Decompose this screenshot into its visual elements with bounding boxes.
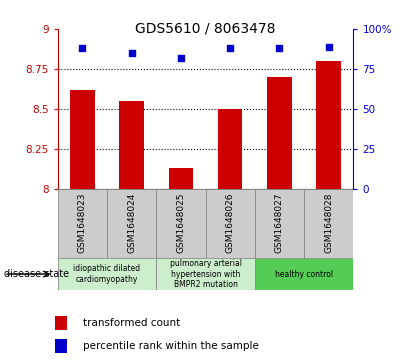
Bar (316, 61, 341, 189)
Bar (119, 101, 144, 189)
Bar (169, 168, 193, 189)
Point (276, 45, 283, 51)
Text: percentile rank within the sample: percentile rank within the sample (83, 341, 259, 351)
Bar (206, 189, 255, 258)
Bar (267, 77, 292, 189)
Point (227, 45, 233, 51)
Bar (55, 339, 67, 353)
Bar (55, 316, 67, 330)
Bar (255, 189, 304, 258)
Point (178, 55, 184, 61)
Bar (218, 109, 242, 189)
Point (326, 44, 332, 49)
Text: GSM1648024: GSM1648024 (127, 193, 136, 253)
Text: pulmonary arterial
hypertension with
BMPR2 mutation: pulmonary arterial hypertension with BMP… (169, 259, 242, 289)
Bar (156, 189, 206, 258)
Bar (255, 258, 353, 290)
Text: GSM1648025: GSM1648025 (176, 193, 185, 253)
Text: GSM1648026: GSM1648026 (226, 193, 235, 253)
Text: healthy control: healthy control (275, 270, 333, 278)
Text: idiopathic dilated
cardiomyopathy: idiopathic dilated cardiomyopathy (73, 264, 141, 284)
Point (79, 45, 85, 51)
Bar (304, 189, 353, 258)
Bar (58, 258, 156, 290)
Text: GDS5610 / 8063478: GDS5610 / 8063478 (135, 22, 276, 36)
Text: disease state: disease state (4, 269, 69, 279)
Bar (156, 258, 255, 290)
Text: GSM1648023: GSM1648023 (78, 193, 87, 253)
Bar (58, 189, 107, 258)
Bar (107, 189, 156, 258)
Text: GSM1648028: GSM1648028 (324, 193, 333, 253)
Text: GSM1648027: GSM1648027 (275, 193, 284, 253)
Text: transformed count: transformed count (83, 318, 180, 328)
Point (128, 50, 135, 56)
Bar (70, 90, 95, 189)
